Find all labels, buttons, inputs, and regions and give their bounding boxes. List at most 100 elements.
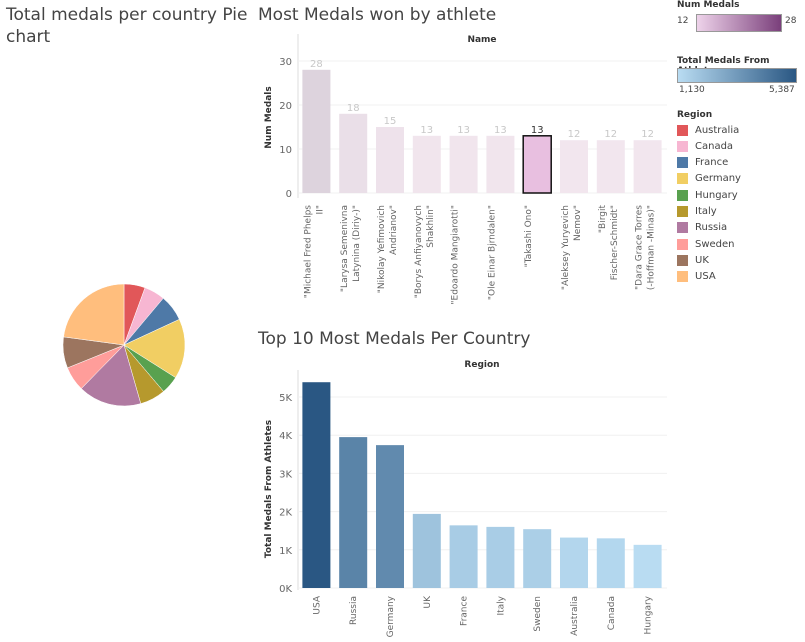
athlete-x-tick-label: Andrianov"	[389, 205, 399, 255]
country-bar-australia[interactable]	[560, 537, 588, 588]
pie-title-line1: Total medals per country Pie	[6, 5, 248, 25]
region-legend-label: Germany	[695, 173, 741, 185]
athlete-bar[interactable]	[376, 127, 404, 193]
country-bar-italy[interactable]	[486, 526, 515, 588]
athlete-bar-value-label: 13	[494, 125, 507, 136]
country-x-tick-label: Germany	[386, 595, 396, 637]
region-legend-item-hungary[interactable]: Hungary	[677, 188, 738, 202]
region-swatch	[677, 173, 688, 185]
athlete-chart-header: Name	[467, 35, 496, 45]
athlete-bar[interactable]	[302, 69, 331, 193]
athlete-bar-value-label: 18	[347, 103, 360, 114]
athlete-x-tick-label: "Borys Anfiyanovych	[414, 205, 424, 298]
region-swatch	[677, 206, 688, 217]
athlete-bar[interactable]	[596, 140, 625, 193]
country-bar-hungary[interactable]	[633, 544, 662, 588]
athlete-bar-value-label: 13	[457, 125, 470, 136]
athlete-y-tick-label: 30	[279, 57, 292, 68]
athlete-x-tick-label: "Michael Fred Phelps	[303, 205, 313, 298]
num-medals-legend-max: 28	[785, 16, 797, 26]
athlete-bar-value-label: 28	[310, 59, 323, 70]
country-y-tick-label: 5K	[279, 393, 292, 404]
pie-slice-usa[interactable]	[63, 283, 125, 346]
num-medals-gradient	[696, 14, 782, 32]
country-x-tick-label: Sweden	[533, 596, 543, 632]
region-legend-item-uk[interactable]: UK	[677, 253, 709, 267]
region-legend-label: UK	[695, 254, 709, 266]
region-legend-label: Sweden	[695, 238, 735, 250]
country-bar-germany[interactable]	[376, 445, 404, 588]
region-legend-label: France	[695, 157, 729, 169]
athlete-bar-value-label: 12	[604, 129, 617, 140]
country-y-axis-label: Total Medals From Athletes	[264, 420, 274, 558]
athlete-bar[interactable]	[522, 135, 552, 194]
country-x-tick-label: Canada	[607, 596, 617, 630]
num-medals-legend-min: 12	[677, 16, 689, 26]
athlete-x-tick-label: Shakhlin"	[426, 205, 436, 248]
region-legend-item-canada[interactable]: Canada	[677, 139, 733, 153]
region-swatch	[677, 254, 688, 266]
country-y-tick-label: 0K	[279, 584, 292, 595]
athlete-x-tick-label: "Ole Einar Bjrndalen"	[487, 205, 497, 300]
athlete-x-tick-label: "Larysa Semenivna	[340, 205, 350, 292]
region-legend-item-russia[interactable]: Russia	[677, 221, 727, 235]
country-y-tick-label: 4K	[279, 431, 292, 442]
pie-chart-title: Total medals per country Pie chart	[6, 4, 247, 48]
athlete-x-tick-label: Fischer-Schmidt"	[610, 205, 620, 280]
country-x-tick-label: USA	[312, 595, 322, 614]
region-legend-title: Region	[677, 110, 713, 120]
athlete-bar[interactable]	[486, 135, 515, 193]
athlete-bar[interactable]	[560, 140, 588, 193]
region-swatch	[677, 222, 688, 234]
region-legend-item-sweden[interactable]: Sweden	[677, 237, 735, 251]
country-y-tick-label: 3K	[279, 469, 292, 480]
region-swatch	[677, 271, 688, 283]
region-swatch	[677, 238, 688, 250]
country-y-tick-label: 2K	[279, 508, 292, 519]
athlete-x-tick-label: "Nikolay Yefimovich	[377, 205, 387, 293]
country-bar-canada[interactable]	[596, 538, 625, 588]
athlete-x-tick-label: "Birgit	[598, 205, 608, 234]
athlete-x-tick-label: (-Hoffman -Minas)"	[647, 205, 657, 290]
athlete-x-tick-label: Latynina (Diriy-)"	[352, 205, 362, 282]
country-y-tick-label: 1K	[279, 546, 292, 557]
athlete-bar[interactable]	[449, 135, 478, 193]
pie-slice-russia[interactable]	[80, 344, 142, 407]
country-x-tick-label: France	[460, 596, 470, 626]
region-legend-item-usa[interactable]: USA	[677, 270, 716, 284]
country-bar-chart: Region 0K 1K 2K 3K 4K 5K Total Medals From Athl…	[264, 360, 667, 637]
athlete-y-tick-label: 20	[279, 101, 292, 112]
pie-title-line2: chart	[6, 27, 51, 47]
region-swatch	[677, 157, 688, 169]
country-bar-sweden[interactable]	[523, 529, 552, 588]
total-medals-legend-min: 1,130	[679, 85, 705, 95]
region-legend-item-germany[interactable]: Germany	[677, 172, 741, 186]
pie-slice-germany[interactable]	[123, 319, 186, 378]
country-bar-france[interactable]	[449, 525, 478, 588]
athlete-y-tick-label: 0	[286, 189, 292, 200]
region-legend-label: Canada	[695, 140, 734, 152]
athlete-chart-title: Most Medals won by athlete	[258, 5, 497, 25]
athlete-x-tick-label: Nemov"	[573, 205, 583, 241]
athlete-bar[interactable]	[633, 140, 662, 193]
region-legend-item-italy[interactable]: Italy	[677, 205, 717, 219]
country-bar-russia[interactable]	[339, 437, 368, 588]
athlete-bar[interactable]	[412, 135, 441, 193]
region-legend-label: Australia	[695, 124, 740, 136]
athlete-bar-value-label: 12	[641, 129, 654, 140]
region-legend-label: Russia	[695, 222, 728, 234]
region-legend-item-france[interactable]: France	[677, 156, 728, 170]
athlete-x-tick-label: II"	[315, 205, 325, 214]
region-legend-item-australia[interactable]: Australia	[677, 123, 739, 137]
athlete-bar[interactable]	[339, 113, 368, 193]
region-legend-label: Hungary	[695, 189, 738, 201]
athlete-bar-value-label: 13	[420, 125, 433, 136]
athlete-bar-value-label: 12	[568, 129, 581, 140]
athlete-x-tick-label: "Takashi Ono"	[524, 205, 534, 267]
country-bar-uk[interactable]	[412, 513, 441, 588]
athlete-bar-value-label: 15	[384, 116, 397, 127]
region-legend-label: Italy	[695, 206, 717, 217]
country-bar-usa[interactable]	[302, 382, 331, 588]
athlete-y-tick-label: 10	[279, 145, 292, 156]
total-medals-gradient	[677, 68, 797, 83]
